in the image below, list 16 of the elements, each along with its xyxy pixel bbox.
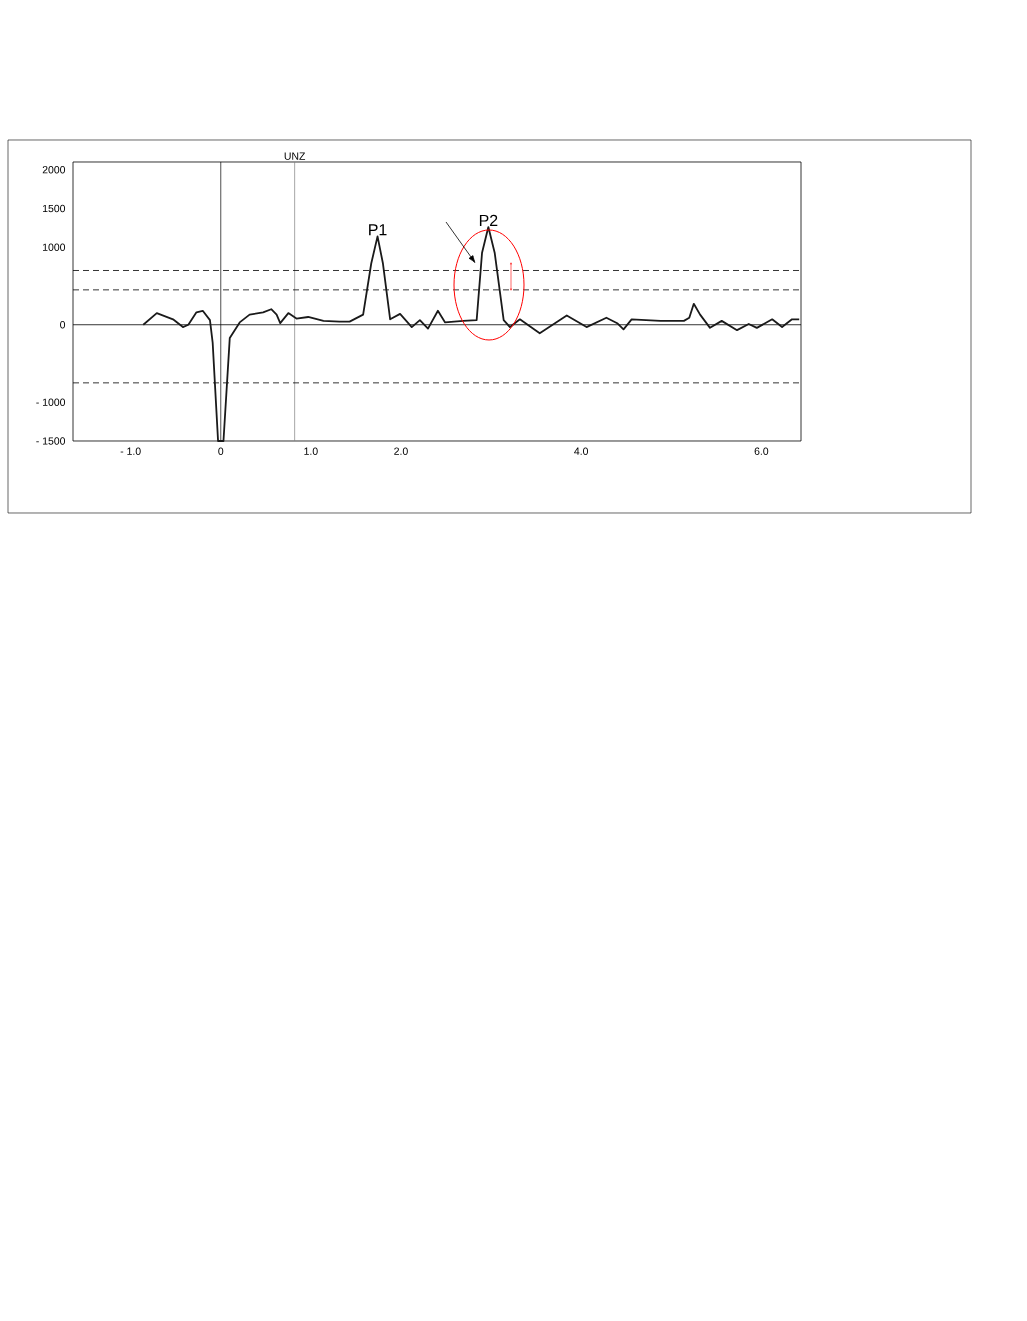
x-tick-label: 4.0 xyxy=(574,447,589,455)
y-tick-label: 1500 xyxy=(43,204,66,213)
x-tick-label: 1.0 xyxy=(304,447,318,455)
annotation: P2 xyxy=(479,214,498,226)
ref-line-label: UNZ xyxy=(284,152,306,160)
x-tick-label: 6.0 xyxy=(754,447,769,455)
x-tick-label: - 1.0 xyxy=(120,447,141,455)
annotation: P1 xyxy=(369,224,387,236)
y-tick-label: 0 xyxy=(60,321,66,329)
x-tick-label: 0 xyxy=(218,447,224,455)
y-tick-label: 2000 xyxy=(42,166,66,174)
y-tick-label: - 1500 xyxy=(36,437,66,445)
y-tick-label: 1000 xyxy=(43,243,66,251)
y-tick-label: - 1000 xyxy=(36,398,66,406)
x-tick-label: 2.0 xyxy=(394,447,408,455)
line-series xyxy=(142,226,801,442)
